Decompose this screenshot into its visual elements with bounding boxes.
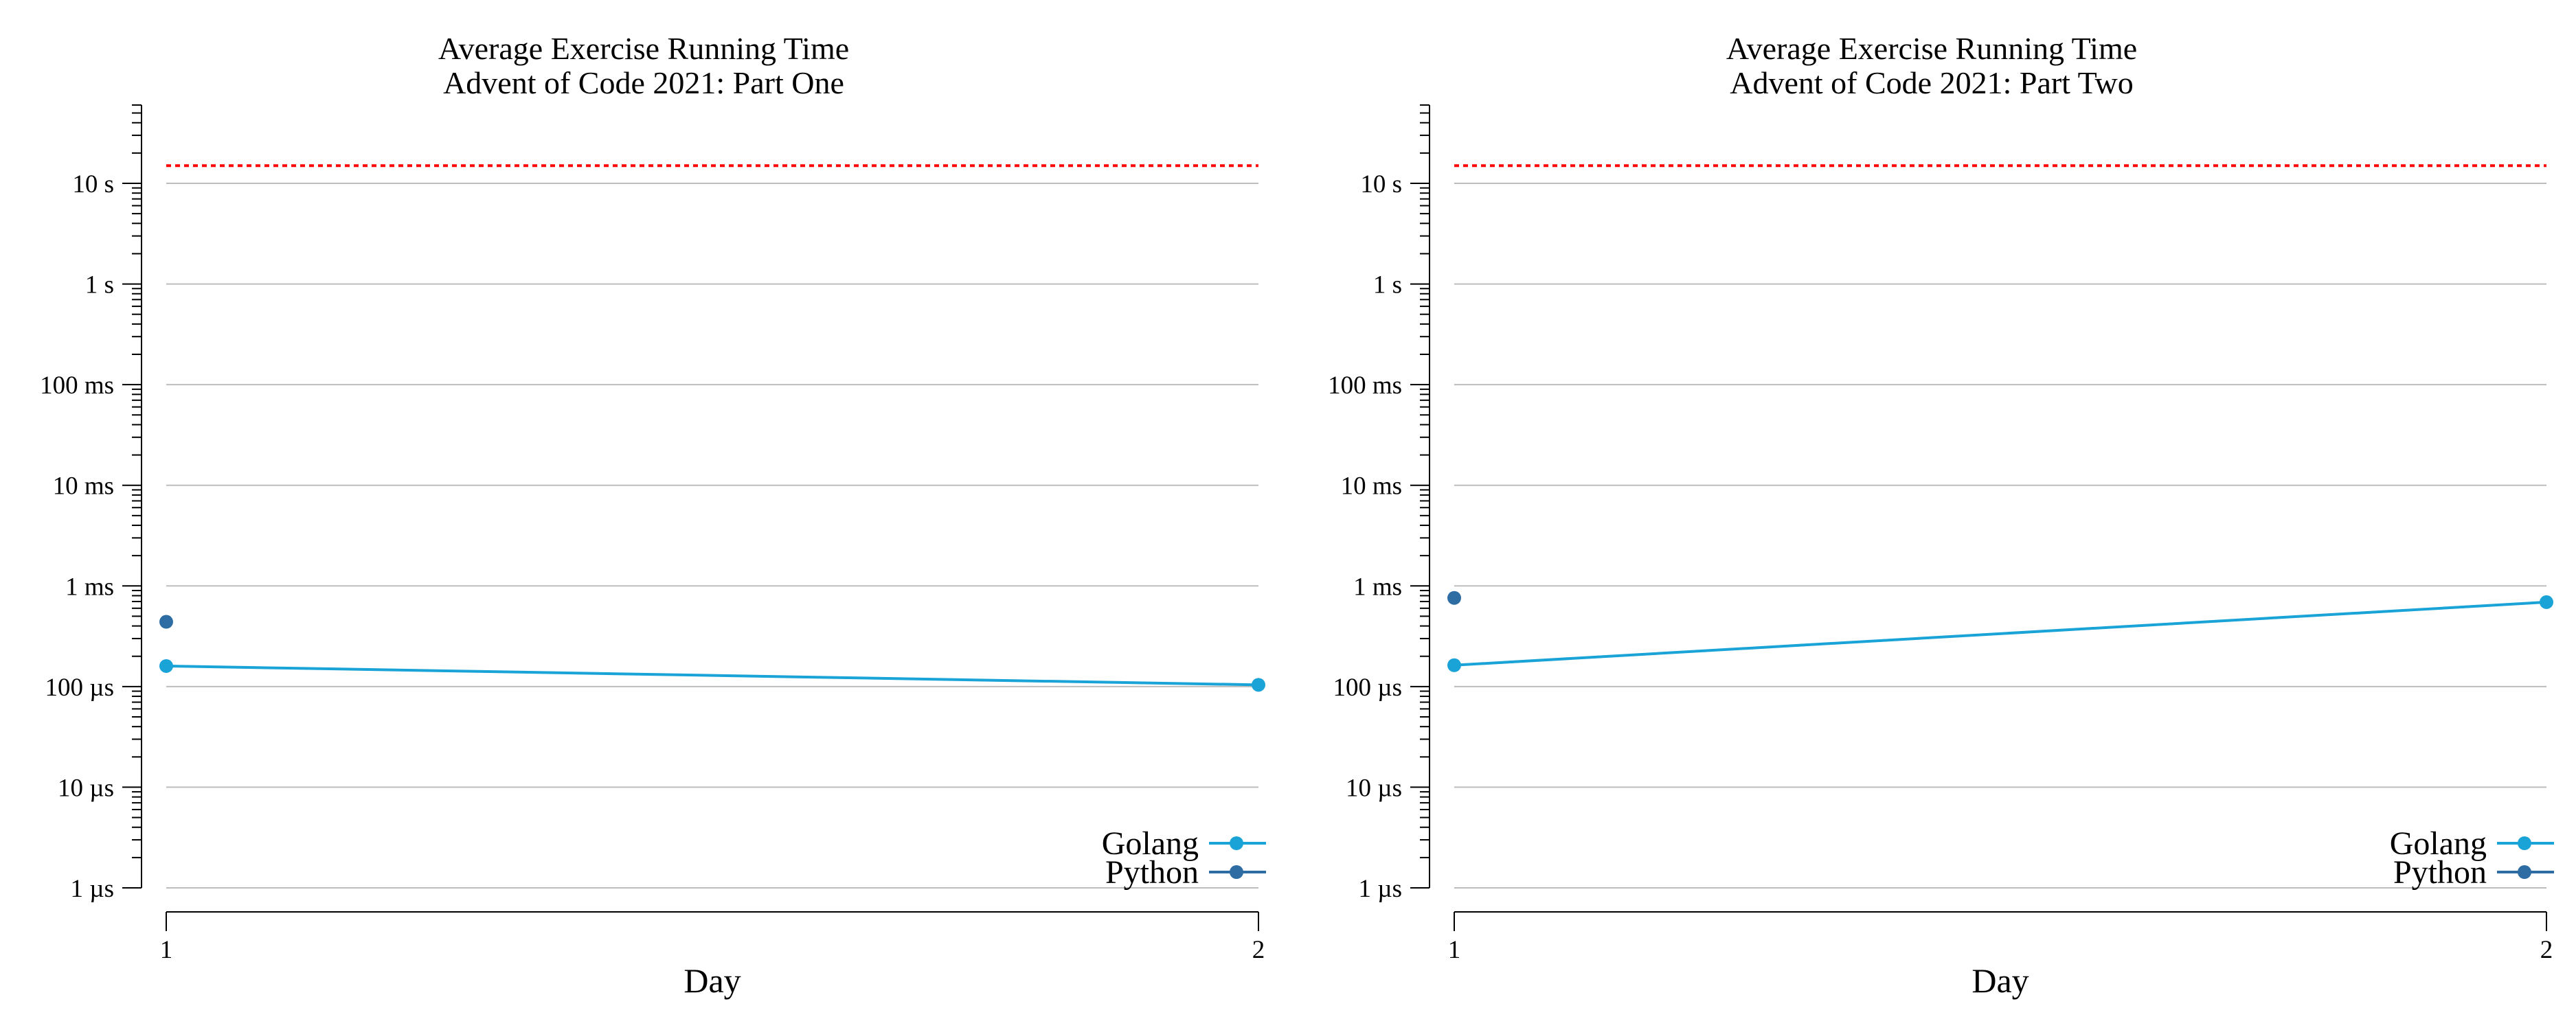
x-tick-label: 1 bbox=[160, 936, 173, 964]
y-tick-label: 100 ms bbox=[40, 371, 114, 400]
y-tick-label: 1 µs bbox=[1359, 875, 1402, 903]
y-tick-label: 100 ms bbox=[1328, 371, 1402, 400]
legend-label-python: Python bbox=[2393, 854, 2487, 891]
chart-panel-part-one: Average Exercise Running Time Advent of C… bbox=[40, 31, 1266, 1000]
chart-title-line-2: Advent of Code 2021: Part Two bbox=[1730, 65, 2134, 100]
chart-title-line-2: Advent of Code 2021: Part One bbox=[443, 65, 844, 100]
x-tick-label: 2 bbox=[1252, 936, 1265, 964]
y-tick-label: 1 s bbox=[85, 271, 114, 299]
legend-marker-golang bbox=[2518, 836, 2531, 850]
data-point-python bbox=[1447, 591, 1461, 605]
data-point-golang bbox=[1447, 658, 1461, 672]
legend-marker-python bbox=[1230, 865, 1243, 879]
series-line-golang bbox=[166, 664, 1259, 687]
x-axis-label: Day bbox=[1971, 961, 2029, 1000]
y-tick-label: 1 µs bbox=[71, 875, 114, 903]
series-line-golang bbox=[1454, 600, 2547, 667]
chart-title-line-1: Average Exercise Running Time bbox=[438, 31, 849, 66]
y-tick-label: 100 µs bbox=[1333, 674, 1402, 702]
legend-label-golang: Golang bbox=[2390, 825, 2487, 862]
x-tick-label: 1 bbox=[1448, 936, 1461, 964]
chart-title-line-1: Average Exercise Running Time bbox=[1726, 31, 2137, 66]
y-tick-label: 10 µs bbox=[58, 774, 114, 802]
data-point-python bbox=[159, 615, 173, 629]
x-axis-label: Day bbox=[683, 961, 741, 1000]
y-tick-label: 100 µs bbox=[45, 674, 114, 702]
y-tick-label: 10 µs bbox=[1346, 774, 1402, 802]
data-point-golang bbox=[159, 659, 173, 673]
y-tick-label: 10 ms bbox=[1341, 472, 1402, 501]
x-tick-label: 2 bbox=[2540, 936, 2553, 964]
y-tick-label: 10 s bbox=[1360, 170, 1402, 198]
y-tick-label: 1 s bbox=[1373, 271, 1402, 299]
y-tick-label: 10 ms bbox=[53, 472, 114, 501]
data-point-golang bbox=[2540, 595, 2553, 609]
y-tick-label: 1 ms bbox=[65, 573, 114, 601]
data-point-golang bbox=[1252, 678, 1265, 692]
y-tick-label: 10 s bbox=[72, 170, 114, 198]
legend-marker-golang bbox=[1230, 836, 1243, 850]
chart-panel-part-two: Average Exercise Running Time Advent of C… bbox=[1288, 0, 2576, 1030]
legend-label-python: Python bbox=[1105, 854, 1199, 891]
legend-label-golang: Golang bbox=[1102, 825, 1199, 862]
legend-marker-python bbox=[2518, 865, 2531, 879]
y-tick-label: 1 ms bbox=[1353, 573, 1402, 601]
